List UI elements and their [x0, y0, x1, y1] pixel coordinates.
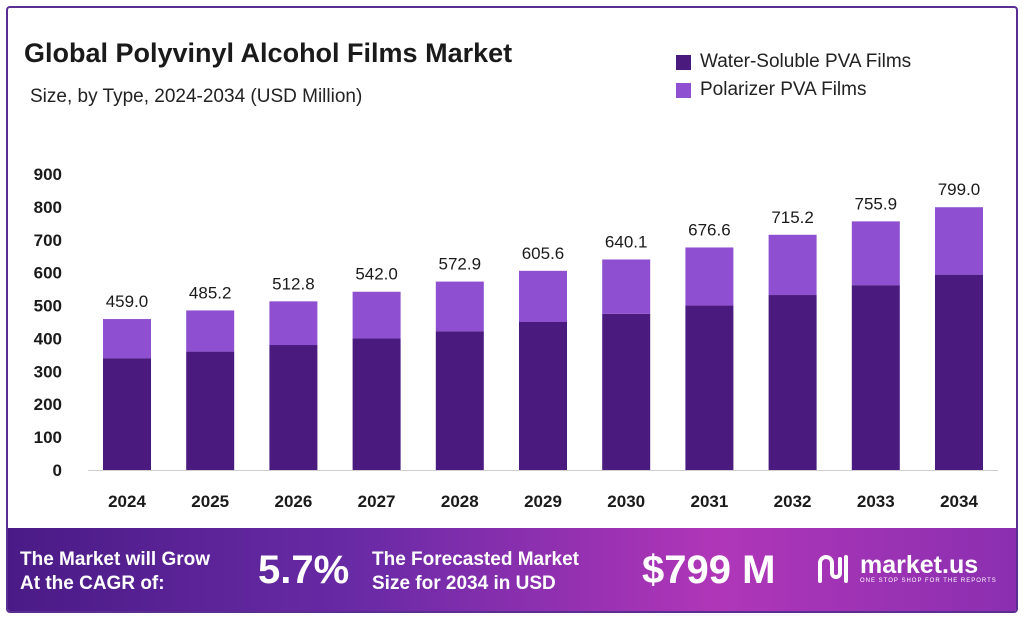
- legend-swatch-water-soluble: [676, 54, 691, 70]
- bar-polarizer: [352, 291, 401, 339]
- bar-total-label: 542.0: [355, 265, 398, 284]
- bar-water-soluble: [768, 295, 817, 470]
- bar-total-label: 572.9: [439, 255, 482, 274]
- cagr-label-line2: At the CAGR of:: [20, 573, 165, 594]
- x-tick-label: 2034: [940, 492, 978, 511]
- bar-total-label: 640.1: [605, 232, 648, 251]
- y-tick-label: 100: [34, 428, 62, 447]
- bar-water-soluble: [186, 351, 235, 470]
- chart-frame: Global Polyvinyl Alcohol Films Market Si…: [6, 6, 1018, 613]
- bar-total-label: 512.8: [272, 274, 315, 293]
- y-tick-label: 800: [34, 198, 62, 217]
- forecast-label-line2: Size for 2034 in USD: [372, 573, 556, 594]
- bar-polarizer: [519, 270, 567, 322]
- market-us-logo-icon: [818, 555, 848, 583]
- x-tick-label: 2031: [690, 492, 728, 511]
- brand-name: market.us: [860, 551, 979, 579]
- chart-subtitle: Size, by Type, 2024-2034 (USD Million): [30, 86, 363, 107]
- forecast-label-line1: The Forecasted Market: [372, 549, 579, 570]
- bar-chart: 0 100 200 300 400 500 600 700 800 900 459.0 2024 485…: [34, 165, 998, 511]
- x-tick-label: 2033: [857, 492, 895, 511]
- bar-polarizer: [435, 281, 484, 332]
- bar-water-soluble: [435, 331, 484, 470]
- y-tick-label: 400: [34, 329, 62, 348]
- bar-polarizer: [935, 207, 983, 275]
- y-tick-label: 600: [34, 264, 62, 283]
- legend-item-polarizer: Polarizer PVA Films: [676, 76, 911, 104]
- bar-polarizer: [602, 259, 651, 314]
- bar-polarizer: [685, 247, 734, 306]
- cagr-label: The Market will Grow At the CAGR of:: [20, 548, 210, 596]
- bar-total-label: 459.0: [106, 292, 149, 311]
- x-tick-label: 2024: [108, 492, 146, 511]
- bar-water-soluble: [935, 274, 983, 470]
- bar-water-soluble: [851, 285, 900, 470]
- footer-banner: The Market will Grow At the CAGR of: 5.7…: [8, 528, 1016, 611]
- forecast-value: $799 M: [642, 548, 776, 592]
- x-tick-label: 2029: [524, 492, 562, 511]
- bar-water-soluble: [519, 322, 567, 470]
- legend: Water-Soluble PVA Films Polarizer PVA Fi…: [676, 48, 911, 104]
- bar-water-soluble: [269, 345, 318, 470]
- bar-total-label: 799.0: [938, 180, 981, 199]
- bar-polarizer: [768, 234, 817, 296]
- bar-total-label: 715.2: [771, 208, 814, 227]
- x-tick-label: 2027: [358, 492, 396, 511]
- bar-water-soluble: [602, 313, 651, 470]
- legend-label-polarizer: Polarizer PVA Films: [700, 79, 867, 100]
- bar-polarizer: [851, 221, 900, 286]
- x-tick-label: 2028: [441, 492, 479, 511]
- chart-title: Global Polyvinyl Alcohol Films Market: [24, 38, 513, 68]
- legend-item-water-soluble: Water-Soluble PVA Films: [676, 48, 911, 76]
- x-tick-label: 2030: [607, 492, 645, 511]
- bar-total-label: 676.6: [688, 220, 731, 239]
- cagr-label-line1: The Market will Grow: [20, 549, 211, 570]
- y-tick-label: 0: [53, 461, 62, 480]
- bar-water-soluble: [352, 338, 401, 470]
- bar-polarizer: [269, 301, 318, 346]
- cagr-value: 5.7%: [258, 548, 350, 592]
- y-tick-label: 500: [34, 297, 62, 316]
- bar-water-soluble: [103, 358, 151, 470]
- bar-total-label: 605.6: [522, 244, 565, 263]
- y-tick-label: 300: [34, 362, 62, 381]
- bar-total-label: 755.9: [855, 194, 898, 213]
- bar-polarizer: [103, 319, 151, 359]
- y-tick-label: 200: [34, 395, 62, 414]
- x-tick-label: 2025: [191, 492, 229, 511]
- legend-swatch-polarizer: [676, 82, 691, 98]
- legend-label-water-soluble: Water-Soluble PVA Films: [700, 51, 912, 72]
- x-tick-label: 2032: [774, 492, 812, 511]
- bar-total-label: 485.2: [189, 283, 232, 302]
- forecast-label: The Forecasted Market Size for 2034 in U…: [372, 548, 579, 596]
- bar-polarizer: [186, 310, 235, 352]
- y-tick-label: 900: [34, 165, 62, 184]
- y-tick-label: 700: [34, 231, 62, 250]
- brand-logo: market.us ONE STOP SHOP FOR THE REPORTS: [816, 551, 997, 585]
- bar-water-soluble: [685, 305, 734, 470]
- x-tick-label: 2026: [274, 492, 312, 511]
- brand-tagline: ONE STOP SHOP FOR THE REPORTS: [860, 578, 997, 584]
